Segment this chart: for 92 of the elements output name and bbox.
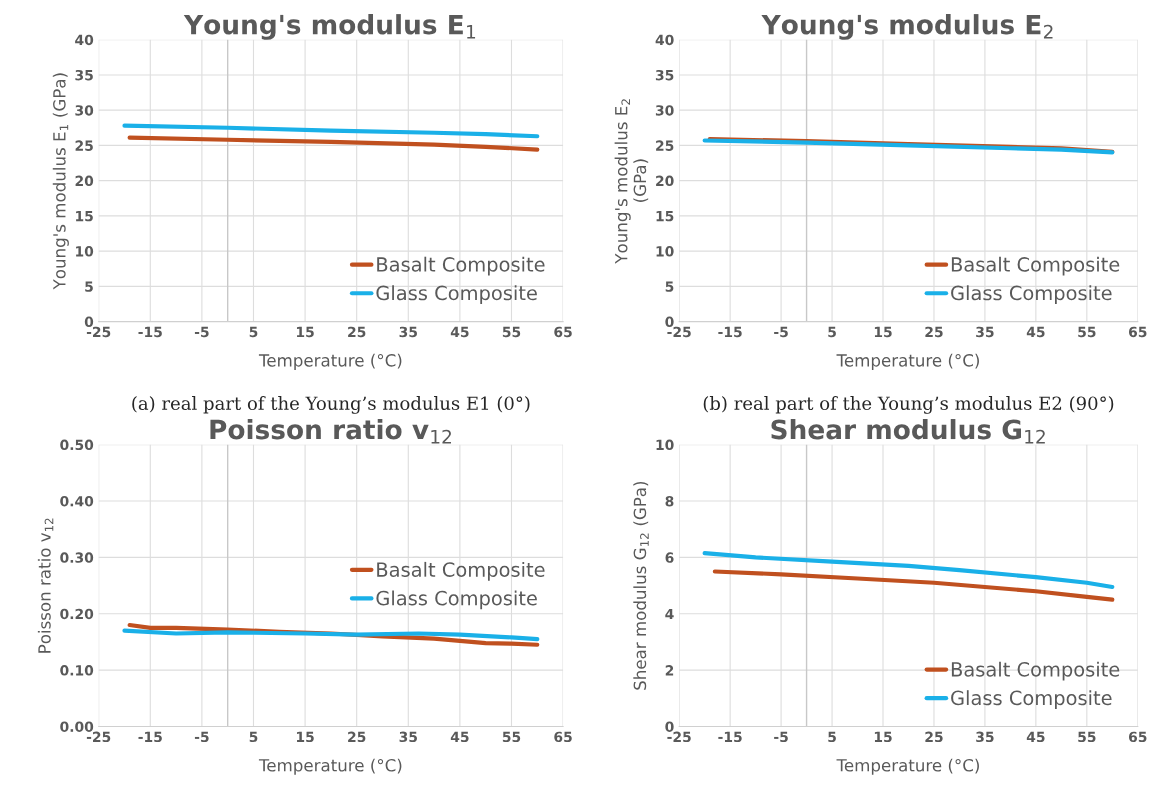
x-tick-label: 45: [450, 326, 469, 338]
y-tick-label: 0: [665, 721, 674, 732]
y-tick-label: 0.40: [60, 495, 94, 507]
x-tick-label: 5: [828, 731, 836, 743]
x-tick-label: 45: [1026, 731, 1045, 743]
x-tick-label: 25: [348, 326, 366, 338]
x-tick-label: -15: [718, 731, 742, 743]
y-axis-title: Shear modulus G$_{12}$ (GPa): [633, 481, 649, 690]
y-tick-label: 0: [84, 316, 94, 328]
legend-label: Basalt Composite: [377, 561, 545, 581]
x-tick-label: -25: [86, 731, 111, 743]
x-tick-label: 5: [249, 731, 258, 743]
x-tick-label: 55: [1078, 731, 1096, 743]
x-tick-label: 25: [348, 731, 366, 743]
x-tick-label: 25: [925, 731, 943, 743]
chart-title: Young's modulus E$_{2}$: [761, 14, 1053, 40]
y-tick-label: 8: [665, 495, 674, 507]
y-tick-label: 10: [76, 246, 94, 257]
y-tick-label: 5: [85, 281, 93, 292]
x-tick-label: -25: [86, 326, 111, 338]
legend-label: Basalt Composite: [951, 256, 1120, 276]
y-tick-label: 6: [665, 552, 674, 563]
x-tick-label: 25: [925, 326, 943, 338]
x-tick-label: -25: [667, 326, 691, 338]
x-tick-label: -15: [138, 326, 162, 338]
legend-label: Glass Composite: [376, 285, 537, 305]
y-tick-label: 35: [75, 69, 93, 81]
y-tick-label: 15: [76, 211, 93, 222]
y-tick-label: 10: [656, 439, 674, 451]
x-tick-label: 5: [249, 326, 258, 338]
x-axis-title: Temperature (°C): [836, 353, 979, 370]
x-tick-label: 65: [554, 731, 572, 743]
x-tick-label: 35: [976, 326, 994, 338]
x-tick-label: -5: [774, 326, 788, 338]
x-tick-label: 45: [1026, 326, 1045, 338]
x-tick-label: -15: [718, 326, 742, 338]
y-tick-label: 2: [665, 665, 674, 676]
text: (a) real part of the Young’s modulus E1 (0°): [132, 396, 530, 414]
y-tick-label: 0.20: [60, 608, 94, 620]
x-axis-title: Temperature (°C): [258, 758, 402, 775]
legend-label: Glass Composite: [951, 285, 1112, 305]
x-tick-label: 55: [502, 326, 521, 338]
x-tick-label: 65: [1128, 731, 1147, 743]
x-tick-label: -5: [774, 731, 788, 743]
y-axis-title: Young's modulus E$_{1}$ (GPa): [52, 73, 69, 290]
x-tick-label: 35: [399, 731, 417, 743]
y-tick-label: 5: [665, 281, 674, 292]
y-tick-label: 35: [655, 69, 674, 81]
y-tick-label: 20: [75, 175, 94, 187]
x-tick-label: 45: [450, 731, 469, 743]
x-tick-label: 15: [874, 731, 892, 743]
x-tick-label: 35: [976, 731, 994, 743]
y-tick-label: 0.00: [60, 721, 94, 732]
x-tick-label: 55: [1078, 326, 1096, 338]
y-tick-label: 40: [655, 34, 674, 46]
x-tick-label: 15: [296, 731, 314, 743]
y-axis-title: Poisson ratio v$_{12}$: [37, 518, 54, 653]
chart-title: Poisson ratio v$_{12}$: [210, 419, 451, 444]
legend-label: Basalt Composite: [377, 256, 545, 276]
legend-label: Glass Composite: [951, 690, 1112, 710]
x-tick-label: 65: [554, 326, 572, 338]
y-tick-label: 40: [75, 34, 94, 46]
x-tick-label: 15: [874, 326, 892, 338]
x-tick-label: -5: [194, 326, 209, 338]
y-tick-label: 0.50: [60, 439, 94, 451]
y-tick-label: 25: [75, 140, 93, 151]
y-tick-label: 0: [665, 316, 674, 328]
y-tick-label: 4: [665, 608, 674, 620]
x-axis-title: Temperature (°C): [836, 758, 979, 775]
x-tick-label: 35: [399, 326, 417, 338]
chart-title: Young's modulus E$_{1}$: [183, 14, 476, 40]
y-tick-label: 0.10: [60, 665, 94, 676]
y-tick-label: 20: [656, 175, 674, 187]
y-tick-label: 0.30: [60, 552, 94, 563]
x-tick-label: 15: [296, 326, 314, 338]
text: Young's modulus E$_{2}$ (GPa): [614, 99, 649, 264]
x-axis-title: Temperature (°C): [258, 353, 402, 370]
y-tick-label: 30: [655, 105, 674, 116]
x-tick-label: -5: [194, 731, 209, 743]
y-tick-label: 10: [656, 246, 674, 257]
x-tick-label: -15: [138, 731, 162, 743]
x-tick-label: 5: [828, 326, 836, 338]
x-tick-label: -25: [667, 731, 691, 743]
chart-title: Shear modulus G$_{12}$: [771, 419, 1045, 444]
y-tick-label: 15: [656, 211, 674, 222]
text: (b) real part of the Young’s modulus E2 (90°): [703, 396, 1114, 414]
legend-label: Glass Composite: [376, 590, 537, 610]
x-tick-label: 55: [502, 731, 521, 743]
y-tick-label: 30: [75, 105, 94, 116]
x-tick-label: 65: [1128, 326, 1147, 338]
legend-label: Basalt Composite: [951, 661, 1120, 681]
y-tick-label: 25: [656, 140, 674, 151]
